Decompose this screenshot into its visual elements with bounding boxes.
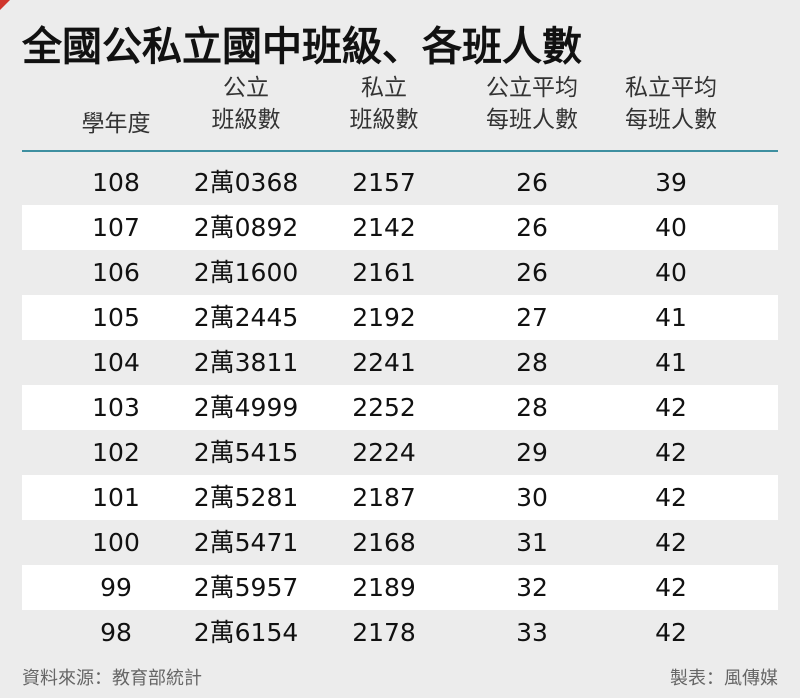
cell-private-classes: 2241 bbox=[352, 348, 416, 377]
cell-private-average: 42 bbox=[655, 528, 687, 557]
header-private-average: 私立平均 每班人數 bbox=[596, 72, 746, 136]
corner-triangle bbox=[0, 0, 10, 10]
cell-private-average: 41 bbox=[655, 303, 687, 332]
header-line: 每班人數 bbox=[486, 107, 578, 133]
cell-private-classes: 2161 bbox=[352, 258, 416, 287]
cell-public-classes: 2萬1600 bbox=[193, 258, 299, 287]
cell-public-average: 30 bbox=[516, 483, 548, 512]
header-private-classes: 私立 班級數 bbox=[309, 72, 459, 136]
header-line: 每班人數 bbox=[625, 107, 717, 133]
cell-school-year: 108 bbox=[92, 168, 140, 197]
header-line: 公立平均 bbox=[486, 75, 578, 101]
table-header: 學年度 公立 班級數 私立 班級數 公立平均 每班人數 私立平均 每班人數 bbox=[0, 72, 800, 144]
cell-public-average: 27 bbox=[516, 303, 548, 332]
cell-school-year: 106 bbox=[92, 258, 140, 287]
cell-public-average: 28 bbox=[516, 393, 548, 422]
cell-public-classes: 2萬0368 bbox=[193, 168, 299, 197]
table-row: 108 2萬0368 2157 26 39 bbox=[22, 160, 778, 205]
header-line: 公立 bbox=[223, 75, 269, 101]
cell-public-average: 32 bbox=[516, 573, 548, 602]
cell-private-average: 42 bbox=[655, 438, 687, 467]
cell-public-classes: 2萬2445 bbox=[193, 303, 299, 332]
cell-public-average: 31 bbox=[516, 528, 548, 557]
cell-private-classes: 2157 bbox=[352, 168, 416, 197]
cell-school-year: 104 bbox=[92, 348, 140, 377]
table-row: 106 2萬1600 2161 26 40 bbox=[22, 250, 778, 295]
cell-private-classes: 2224 bbox=[352, 438, 416, 467]
cell-public-classes: 2萬0892 bbox=[193, 213, 299, 242]
cell-public-average: 33 bbox=[516, 618, 548, 647]
cell-public-average: 28 bbox=[516, 348, 548, 377]
credit-note: 製表：風傳媒 bbox=[670, 668, 778, 689]
cell-school-year: 98 bbox=[100, 618, 132, 647]
table-row: 100 2萬5471 2168 31 42 bbox=[22, 520, 778, 565]
table-row: 104 2萬3811 2241 28 41 bbox=[22, 340, 778, 385]
header-line: 學年度 bbox=[81, 111, 151, 137]
cell-public-average: 26 bbox=[516, 168, 548, 197]
cell-school-year: 102 bbox=[92, 438, 140, 467]
cell-school-year: 101 bbox=[92, 483, 140, 512]
cell-school-year: 99 bbox=[100, 573, 132, 602]
chart-title: 全國公私立國中班級、各班人數 bbox=[22, 24, 582, 70]
cell-private-average: 41 bbox=[655, 348, 687, 377]
cell-private-classes: 2142 bbox=[352, 213, 416, 242]
cell-private-average: 42 bbox=[655, 573, 687, 602]
header-public-classes: 公立 班級數 bbox=[171, 72, 321, 136]
cell-public-average: 26 bbox=[516, 258, 548, 287]
cell-school-year: 105 bbox=[92, 303, 140, 332]
cell-private-classes: 2252 bbox=[352, 393, 416, 422]
cell-private-average: 40 bbox=[655, 258, 687, 287]
table-row: 105 2萬2445 2192 27 41 bbox=[22, 295, 778, 340]
cell-private-average: 39 bbox=[655, 168, 687, 197]
cell-private-classes: 2187 bbox=[352, 483, 416, 512]
corner-mark bbox=[0, 0, 10, 10]
table-row: 101 2萬5281 2187 30 42 bbox=[22, 475, 778, 520]
cell-public-average: 29 bbox=[516, 438, 548, 467]
table-row: 103 2萬4999 2252 28 42 bbox=[22, 385, 778, 430]
source-note: 資料來源：教育部統計 bbox=[22, 668, 202, 689]
cell-school-year: 103 bbox=[92, 393, 140, 422]
header-line: 私立平均 bbox=[625, 75, 717, 101]
table-row: 99 2萬5957 2189 32 42 bbox=[22, 565, 778, 610]
table-row: 107 2萬0892 2142 26 40 bbox=[22, 205, 778, 250]
cell-public-classes: 2萬6154 bbox=[193, 618, 299, 647]
header-line: 班級數 bbox=[349, 107, 419, 133]
table-row: 98 2萬6154 2178 33 42 bbox=[22, 610, 778, 655]
cell-public-average: 26 bbox=[516, 213, 548, 242]
data-table: 108 2萬0368 2157 26 39 107 2萬0892 2142 26… bbox=[22, 160, 778, 655]
cell-public-classes: 2萬5957 bbox=[193, 573, 299, 602]
table-row: 102 2萬5415 2224 29 42 bbox=[22, 430, 778, 475]
header-rule bbox=[22, 150, 778, 152]
cell-public-classes: 2萬3811 bbox=[193, 348, 299, 377]
header-line: 私立 bbox=[361, 75, 407, 101]
cell-public-classes: 2萬4999 bbox=[193, 393, 299, 422]
cell-private-average: 42 bbox=[655, 393, 687, 422]
cell-private-classes: 2189 bbox=[352, 573, 416, 602]
header-public-average: 公立平均 每班人數 bbox=[457, 72, 607, 136]
header-school-year: 學年度 bbox=[41, 108, 191, 140]
cell-private-classes: 2192 bbox=[352, 303, 416, 332]
cell-public-classes: 2萬5281 bbox=[193, 483, 299, 512]
cell-school-year: 100 bbox=[92, 528, 140, 557]
cell-school-year: 107 bbox=[92, 213, 140, 242]
cell-private-classes: 2168 bbox=[352, 528, 416, 557]
header-line: 班級數 bbox=[211, 107, 281, 133]
cell-private-average: 40 bbox=[655, 213, 687, 242]
cell-public-classes: 2萬5471 bbox=[193, 528, 299, 557]
cell-public-classes: 2萬5415 bbox=[193, 438, 299, 467]
cell-private-average: 42 bbox=[655, 483, 687, 512]
cell-private-classes: 2178 bbox=[352, 618, 416, 647]
cell-private-average: 42 bbox=[655, 618, 687, 647]
